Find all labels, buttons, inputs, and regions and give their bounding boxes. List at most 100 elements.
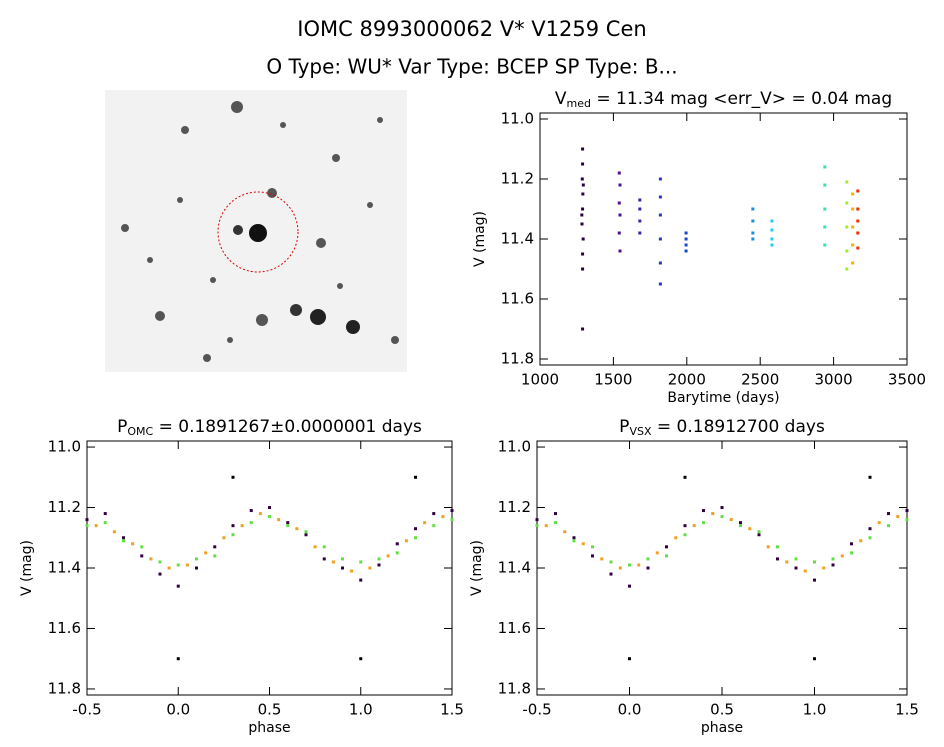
data-point <box>149 557 153 561</box>
data-point <box>845 180 849 184</box>
data-point <box>618 183 622 187</box>
data-point <box>581 237 585 241</box>
data-point <box>831 557 835 561</box>
data-point <box>331 560 335 564</box>
data-point <box>851 225 855 229</box>
data-point <box>580 177 584 181</box>
data-point <box>572 539 576 543</box>
data-point <box>204 551 208 555</box>
data-point <box>845 225 849 229</box>
data-point <box>637 563 641 567</box>
data-point <box>851 261 855 265</box>
data-point <box>770 237 774 241</box>
data-point <box>646 566 650 570</box>
y-tick-label: 11.8 <box>48 679 81 697</box>
data-point <box>581 147 585 151</box>
data-point <box>359 560 363 564</box>
data-point <box>258 512 262 516</box>
plot-frame <box>536 440 908 696</box>
x-tick-label: 0.0 <box>166 701 190 719</box>
data-point <box>268 515 271 519</box>
data-point <box>638 219 642 223</box>
data-point <box>581 183 585 187</box>
data-point <box>131 542 135 546</box>
data-point <box>167 566 171 570</box>
data-point <box>845 249 849 253</box>
data-point <box>770 243 774 247</box>
data-point <box>683 533 687 537</box>
x-axis-label: phase <box>701 720 743 736</box>
data-point <box>94 524 98 528</box>
data-point <box>581 542 585 546</box>
data-point <box>618 249 622 253</box>
data-point <box>377 563 381 567</box>
data-point <box>304 530 308 534</box>
data-point <box>618 566 622 570</box>
y-tick-label: 11.0 <box>48 438 81 456</box>
data-point <box>432 512 436 516</box>
data-point <box>851 192 855 196</box>
data-point <box>140 545 144 549</box>
data-point <box>851 243 855 247</box>
data-point <box>776 557 779 561</box>
data-point <box>286 521 290 525</box>
data-point <box>158 572 162 576</box>
x-tick-label: -0.5 <box>72 701 101 719</box>
x-tick-label: 1.0 <box>803 701 827 719</box>
y-tick-label: 11.4 <box>48 559 81 577</box>
data-point <box>359 657 363 661</box>
data-point <box>684 249 688 253</box>
data-point <box>823 165 827 169</box>
data-point <box>322 545 326 549</box>
y-axis-label: V (mag) <box>469 540 485 596</box>
data-point <box>785 560 789 564</box>
data-point <box>684 231 688 235</box>
data-point <box>103 521 107 525</box>
data-point <box>581 267 585 271</box>
data-point <box>859 539 863 543</box>
data-point <box>896 515 900 519</box>
data-point <box>341 566 344 570</box>
data-point <box>231 475 235 479</box>
data-point <box>751 231 755 235</box>
data-point <box>195 566 198 570</box>
data-point <box>674 536 678 540</box>
data-point <box>766 545 770 549</box>
data-point <box>692 524 696 528</box>
title-part: = 0.1891267±0.0000001 days <box>153 417 422 437</box>
data-point <box>231 533 235 537</box>
data-point <box>535 518 539 522</box>
data-point <box>770 219 774 223</box>
data-point <box>638 207 642 211</box>
x-axis-label: phase <box>248 720 290 736</box>
data-point <box>158 560 162 564</box>
data-point <box>581 207 585 211</box>
data-point <box>544 524 548 528</box>
chart-title: Vmed = 11.34 mag <err_V> = 0.04 mag <box>555 89 892 110</box>
title-part: P <box>619 417 629 437</box>
data-point <box>112 530 116 534</box>
figure-title: IOMC 8993000062 V* V1259 Cen <box>297 17 646 41</box>
data-point <box>368 566 372 570</box>
data-point <box>581 192 585 196</box>
x-tick-label: 0.5 <box>258 701 282 719</box>
title-subscript: VSX <box>629 425 652 438</box>
stars <box>121 101 399 362</box>
data-point <box>739 524 742 528</box>
data-point <box>322 557 326 561</box>
y-tick-label: 11.0 <box>498 438 531 456</box>
data-point <box>813 560 816 564</box>
data-point <box>231 524 235 528</box>
data-point <box>850 551 853 555</box>
y-tick-label: 11.2 <box>48 498 81 516</box>
data-point <box>684 237 688 241</box>
data-point <box>591 545 594 549</box>
data-point <box>658 213 662 217</box>
data-point <box>658 177 662 181</box>
data-point <box>803 569 807 573</box>
data-point <box>176 657 180 661</box>
title-subscript: med <box>567 97 591 110</box>
data-point <box>404 539 408 543</box>
data-point <box>831 563 835 567</box>
